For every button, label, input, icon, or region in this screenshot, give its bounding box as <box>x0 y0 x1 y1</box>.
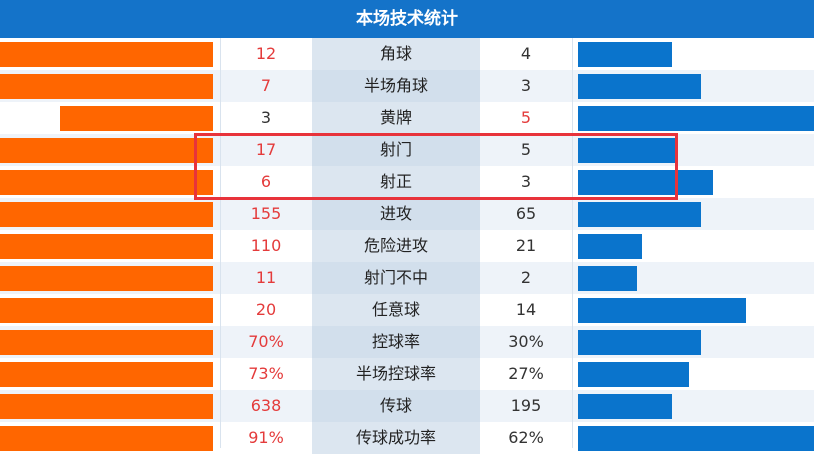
away-bar <box>578 74 701 99</box>
away-bar <box>578 298 746 323</box>
stats-title: 本场技术统计 <box>0 0 814 38</box>
stat-label: 半场角球 <box>312 70 480 102</box>
stat-label: 角球 <box>312 38 480 70</box>
stat-label: 射正 <box>312 166 480 198</box>
home-bar <box>0 362 213 387</box>
stat-row: 11 射门不中 2 <box>0 262 814 294</box>
stat-label: 传球成功率 <box>312 422 480 454</box>
stat-row: 155 进攻 65 <box>0 198 814 230</box>
away-value: 2 <box>520 268 532 287</box>
away-bar <box>578 138 677 163</box>
away-value: 27% <box>508 364 544 383</box>
home-value: 20 <box>255 300 277 319</box>
away-value: 62% <box>508 428 544 447</box>
home-bar <box>0 234 213 259</box>
stat-row: 91% 传球成功率 62% <box>0 422 814 454</box>
stat-label: 射门不中 <box>312 262 480 294</box>
stat-label: 传球 <box>312 390 480 422</box>
divider <box>220 38 221 448</box>
stat-label: 进攻 <box>312 198 480 230</box>
home-bar <box>0 426 213 451</box>
home-bar <box>0 138 213 163</box>
home-value: 73% <box>248 364 284 383</box>
away-bar <box>578 234 642 259</box>
stat-row: 70% 控球率 30% <box>0 326 814 358</box>
home-bar <box>0 266 213 291</box>
stat-label: 黄牌 <box>312 102 480 134</box>
home-value: 12 <box>255 44 277 63</box>
away-bar <box>578 202 701 227</box>
home-bar <box>0 298 213 323</box>
home-value: 6 <box>260 172 272 191</box>
away-value: 21 <box>515 236 537 255</box>
home-value: 91% <box>248 428 284 447</box>
away-value: 5 <box>520 140 532 159</box>
stat-label: 射门 <box>312 134 480 166</box>
home-value: 155 <box>250 204 282 223</box>
stat-row: 20 任意球 14 <box>0 294 814 326</box>
away-bar <box>578 362 689 387</box>
stat-row: 3 黄牌 5 <box>0 102 814 134</box>
home-value: 7 <box>260 76 272 95</box>
away-bar <box>578 266 637 291</box>
home-value: 11 <box>255 268 277 287</box>
stats-table: 12 角球 4 7 半场角球 3 3 黄牌 5 17 射门 5 6 射正 3 155 进攻 65 110 危险进攻 21… <box>0 38 814 454</box>
stat-label: 危险进攻 <box>312 230 480 262</box>
stat-row: 17 射门 5 <box>0 134 814 166</box>
home-bar <box>0 74 213 99</box>
away-bar <box>578 170 713 195</box>
away-value: 195 <box>510 396 542 415</box>
away-bar <box>578 42 672 67</box>
away-value: 65 <box>515 204 537 223</box>
home-value: 70% <box>248 332 284 351</box>
away-value: 14 <box>515 300 537 319</box>
stat-row: 7 半场角球 3 <box>0 70 814 102</box>
away-bar <box>578 106 814 131</box>
away-value: 4 <box>520 44 532 63</box>
home-value: 638 <box>250 396 282 415</box>
stat-row: 6 射正 3 <box>0 166 814 198</box>
away-value: 3 <box>520 76 532 95</box>
stat-label: 控球率 <box>312 326 480 358</box>
away-value: 30% <box>508 332 544 351</box>
stat-label: 半场控球率 <box>312 358 480 390</box>
away-value: 5 <box>520 108 532 127</box>
away-bar <box>578 330 701 355</box>
home-bar <box>0 330 213 355</box>
away-bar <box>578 426 814 451</box>
home-value: 17 <box>255 140 277 159</box>
stat-label: 任意球 <box>312 294 480 326</box>
divider <box>572 38 573 448</box>
home-bar <box>0 42 213 67</box>
home-bar <box>0 394 213 419</box>
away-bar <box>578 394 672 419</box>
stat-row: 12 角球 4 <box>0 38 814 70</box>
home-bar <box>60 106 213 131</box>
stat-row: 110 危险进攻 21 <box>0 230 814 262</box>
home-bar <box>0 202 213 227</box>
stat-row: 73% 半场控球率 27% <box>0 358 814 390</box>
home-value: 3 <box>260 108 272 127</box>
home-bar <box>0 170 213 195</box>
home-value: 110 <box>250 236 282 255</box>
away-value: 3 <box>520 172 532 191</box>
stat-row: 638 传球 195 <box>0 390 814 422</box>
